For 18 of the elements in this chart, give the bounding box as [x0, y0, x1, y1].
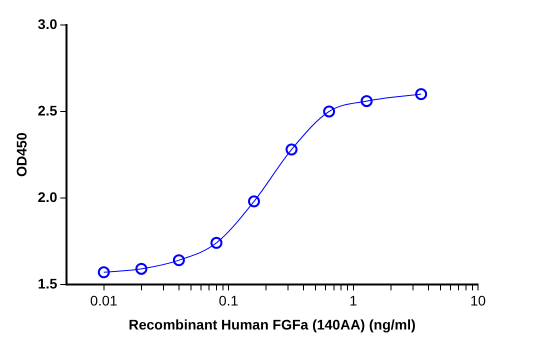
x-tick-label: 0.1: [218, 292, 238, 309]
x-tick-label: 0.01: [90, 292, 118, 309]
point: [172, 254, 185, 266]
y-tick-label: 2.5: [38, 102, 58, 118]
y-tick-label: 1.5: [38, 275, 58, 292]
point: [210, 236, 222, 249]
x-axis-title: Recombinant Human FGFa (140AA) (ng/ml): [128, 316, 416, 332]
point: [98, 266, 110, 278]
y-axis-title: OD450: [13, 132, 30, 177]
x-tick-label: 1: [349, 292, 358, 309]
point: [323, 105, 336, 118]
y-tick-label: 3.0: [38, 16, 58, 32]
point: [360, 95, 373, 108]
point: [248, 195, 260, 208]
y-tick-label: 2.0: [38, 188, 58, 205]
x-tick-label: 10: [470, 292, 486, 309]
point: [135, 262, 148, 275]
point: [286, 144, 298, 156]
